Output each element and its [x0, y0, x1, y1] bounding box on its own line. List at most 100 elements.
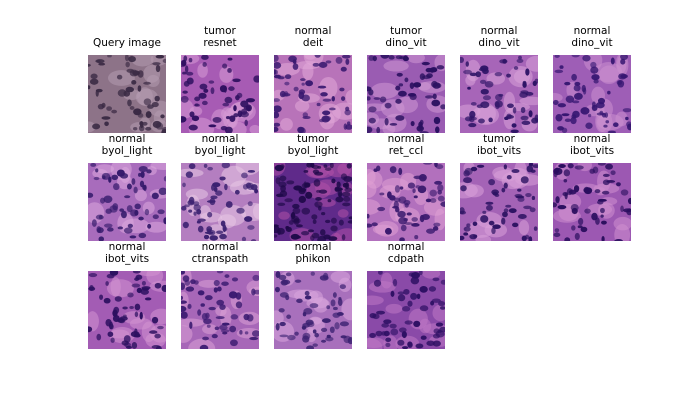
nucleus — [203, 318, 212, 325]
nucleus — [397, 294, 406, 302]
nucleus — [292, 203, 300, 209]
nucleus — [236, 207, 245, 214]
nucleus — [132, 271, 141, 274]
nucleus — [528, 163, 534, 167]
nucleus — [407, 300, 413, 307]
nucleus — [433, 222, 441, 227]
nucleus — [89, 284, 94, 291]
nucleus — [555, 196, 560, 204]
nucleus — [420, 335, 427, 340]
result-model: byol_light — [102, 145, 153, 157]
nucleus — [388, 55, 395, 60]
nucleus — [411, 217, 418, 222]
nucleus — [572, 100, 580, 104]
result-label: normal — [481, 25, 518, 37]
nucleus — [436, 65, 445, 70]
cytoplasm — [131, 55, 154, 67]
result-model: ibot_vits — [570, 145, 614, 157]
nucleus — [232, 78, 241, 83]
nucleus — [113, 183, 120, 191]
nucleus — [369, 332, 376, 338]
nucleus — [413, 82, 422, 88]
result-label: normal — [202, 133, 239, 145]
nucleus — [419, 131, 429, 133]
nucleus — [181, 300, 188, 304]
nucleus — [570, 116, 577, 125]
nucleus — [181, 271, 186, 275]
nucleus — [315, 197, 322, 201]
tissue — [274, 163, 352, 241]
nucleus — [182, 182, 186, 188]
nucleus — [344, 187, 352, 193]
nucleus — [224, 183, 228, 191]
nucleus — [395, 115, 405, 121]
nucleus — [482, 210, 487, 215]
nucleus — [239, 330, 243, 335]
nucleus — [321, 211, 326, 216]
nucleus — [141, 280, 146, 286]
result-label: normal — [202, 241, 239, 253]
nucleus — [250, 239, 257, 241]
tissue — [367, 163, 445, 241]
nucleus — [216, 230, 224, 235]
nucleus — [557, 205, 567, 210]
nucleus — [571, 225, 576, 231]
nucleus — [134, 311, 139, 318]
tissue-image — [88, 163, 166, 241]
cytoplasm — [615, 111, 628, 127]
nucleus — [342, 182, 349, 188]
tissue-image — [274, 271, 352, 349]
nucleus — [435, 126, 440, 133]
nucleus — [342, 196, 351, 202]
nucleus — [205, 312, 210, 319]
nucleus — [478, 118, 485, 124]
nucleus — [161, 284, 166, 293]
nucleus — [460, 56, 465, 63]
nucleus — [188, 57, 193, 63]
nucleus — [470, 102, 477, 106]
nucleus — [554, 55, 560, 58]
nucleus — [413, 175, 423, 180]
tissue-image — [367, 271, 445, 349]
nucleus — [251, 330, 259, 337]
nucleus — [89, 78, 99, 85]
nucleus — [554, 228, 560, 233]
nucleus — [303, 169, 309, 173]
nucleus — [107, 331, 114, 337]
nucleus — [160, 114, 165, 119]
nucleus — [485, 201, 494, 205]
nucleus — [214, 326, 220, 331]
nucleus — [431, 99, 441, 107]
nucleus — [215, 190, 223, 196]
nucleus — [431, 298, 441, 303]
nucleus — [341, 191, 351, 197]
nucleus — [125, 86, 135, 93]
nucleus — [91, 219, 97, 227]
nucleus — [591, 74, 600, 81]
nucleus — [280, 185, 286, 193]
nucleus — [613, 122, 619, 128]
nucleus — [343, 123, 348, 130]
nucleus — [275, 271, 281, 279]
nucleus — [338, 192, 343, 198]
nucleus — [224, 274, 230, 278]
nucleus — [274, 69, 277, 75]
nucleus — [484, 81, 494, 88]
result-model: byol_light — [195, 145, 246, 157]
nucleus — [185, 171, 194, 178]
result-model: byol_light — [288, 145, 339, 157]
nucleus — [429, 189, 437, 197]
cytoplasm — [464, 184, 484, 198]
nucleus — [96, 59, 101, 63]
nucleus — [432, 93, 437, 100]
tissue-image — [274, 55, 352, 133]
nucleus — [553, 170, 558, 178]
nucleus — [494, 100, 503, 108]
nucleus — [129, 235, 137, 239]
nucleus — [314, 201, 323, 208]
cytoplasm — [274, 310, 284, 326]
nucleus — [298, 91, 305, 100]
nucleus — [116, 169, 125, 177]
nucleus — [590, 61, 597, 69]
nucleus — [274, 111, 280, 119]
